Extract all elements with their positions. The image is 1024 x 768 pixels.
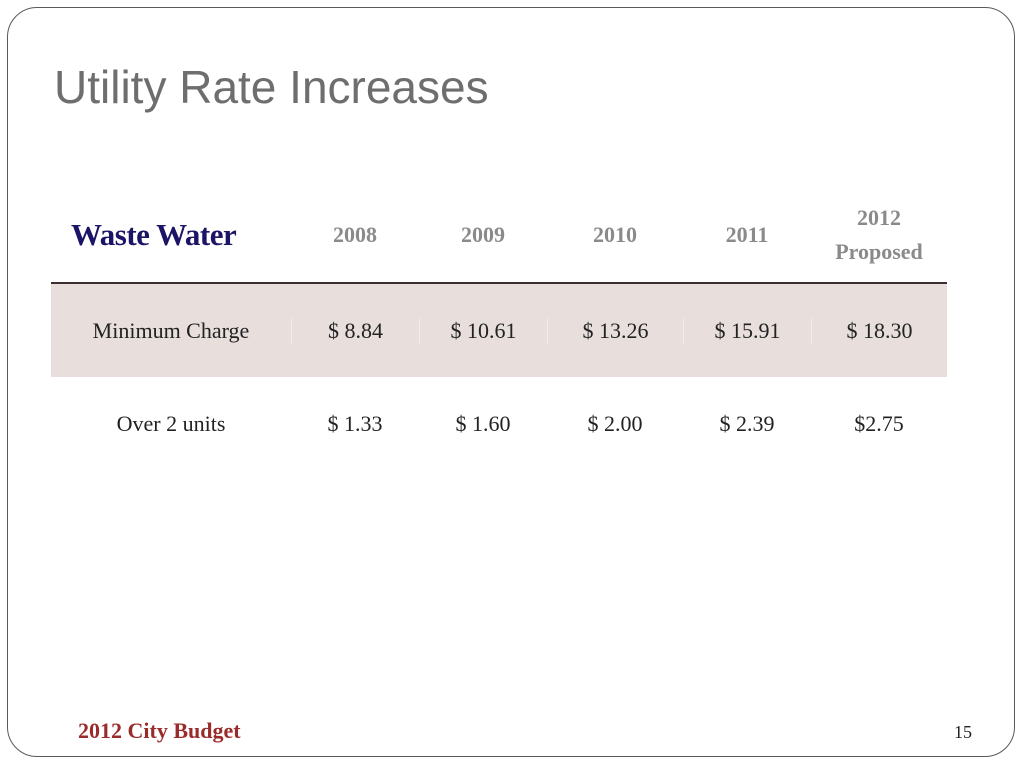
row-label: Over 2 units	[116, 410, 226, 436]
table-cell: $ 1.33	[327, 410, 383, 436]
column-header-2008: 2008	[333, 221, 377, 247]
column-header-2009: 2009	[461, 221, 505, 247]
table-cell: $ 13.26	[547, 317, 683, 344]
column-header-2012-note: Proposed	[835, 238, 923, 264]
row-label: Minimum Charge	[92, 317, 250, 343]
column-header-2010: 2010	[593, 221, 637, 247]
column-header-2011: 2011	[725, 221, 769, 247]
page-number: 15	[954, 722, 972, 742]
column-header-2012: 2012 Proposed	[811, 201, 947, 269]
table-cell: $ 2.39	[719, 410, 775, 436]
table-cell: $ 15.91	[683, 317, 811, 344]
table-cell: $2.75	[854, 410, 904, 436]
footer-label: 2012 City Budget	[78, 718, 241, 743]
rate-table: Waste Water 2008 2009 2010 2011 2012 Pro…	[51, 187, 947, 470]
table-header-row: Waste Water 2008 2009 2010 2011 2012 Pro…	[51, 187, 947, 284]
table-cell: $ 18.30	[811, 317, 947, 344]
slide-title: Utility Rate Increases	[54, 61, 489, 113]
table-cell: $ 10.61	[419, 317, 547, 344]
table-cell: $ 2.00	[587, 410, 643, 436]
table-cell: $ 1.60	[455, 410, 511, 436]
table-title: Waste Water	[71, 216, 237, 252]
table-row: Over 2 units $ 1.33 $ 1.60 $ 2.00 $ 2.39…	[51, 377, 947, 470]
table-row: Minimum Charge $ 8.84 $ 10.61 $ 13.26 $ …	[51, 284, 947, 377]
column-header-2012-year: 2012	[857, 204, 901, 230]
table-cell: $ 8.84	[291, 317, 419, 344]
